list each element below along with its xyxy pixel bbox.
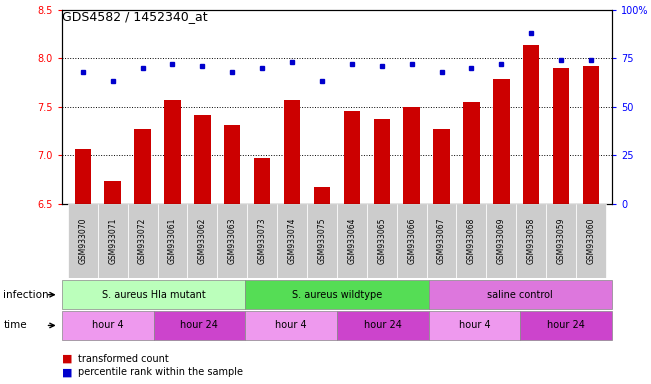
Text: ■: ■ [62, 354, 76, 364]
Text: ■: ■ [62, 367, 76, 377]
Bar [247, 204, 277, 278]
Text: GSM933072: GSM933072 [138, 218, 147, 264]
Text: time: time [3, 320, 27, 331]
Text: GSM933073: GSM933073 [258, 218, 267, 264]
Text: transformed count: transformed count [78, 354, 169, 364]
Bar [493, 79, 510, 204]
Text: GSM933064: GSM933064 [348, 218, 356, 264]
Text: GSM933058: GSM933058 [527, 218, 536, 264]
Text: GSM933068: GSM933068 [467, 218, 476, 264]
Bar [523, 45, 540, 204]
Text: GSM933070: GSM933070 [78, 218, 87, 264]
Text: hour 24: hour 24 [547, 320, 585, 331]
Bar [217, 204, 247, 278]
Bar [164, 100, 181, 204]
Text: GSM933067: GSM933067 [437, 218, 446, 264]
Text: GSM933066: GSM933066 [407, 218, 416, 264]
Text: S. aureus wildtype: S. aureus wildtype [292, 290, 382, 300]
Bar [277, 204, 307, 278]
Bar [134, 129, 151, 204]
Bar [344, 111, 360, 204]
Text: GSM933062: GSM933062 [198, 218, 207, 264]
Text: saline control: saline control [488, 290, 553, 300]
Text: infection: infection [3, 290, 49, 300]
Bar [404, 107, 420, 204]
Text: S. aureus Hla mutant: S. aureus Hla mutant [102, 290, 206, 300]
Bar [254, 158, 270, 204]
Bar [224, 125, 240, 204]
Bar [546, 204, 576, 278]
Bar [486, 204, 516, 278]
Text: GSM933069: GSM933069 [497, 218, 506, 264]
Bar [553, 68, 570, 204]
Bar [314, 187, 330, 204]
Bar [426, 204, 456, 278]
Bar [104, 181, 121, 204]
Text: hour 4: hour 4 [458, 320, 490, 331]
Bar [576, 204, 606, 278]
Text: GSM933063: GSM933063 [228, 218, 237, 264]
Bar [307, 204, 337, 278]
Text: GSM933059: GSM933059 [557, 218, 566, 264]
Text: GSM933071: GSM933071 [108, 218, 117, 264]
Bar [374, 119, 390, 204]
Text: hour 4: hour 4 [275, 320, 307, 331]
Bar [128, 204, 158, 278]
Text: GSM933061: GSM933061 [168, 218, 177, 264]
Bar [187, 204, 217, 278]
Bar [284, 100, 300, 204]
Bar [68, 204, 98, 278]
Bar [98, 204, 128, 278]
Bar [456, 204, 486, 278]
Text: hour 4: hour 4 [92, 320, 124, 331]
Bar [75, 149, 91, 204]
Bar [464, 102, 480, 204]
Bar [337, 204, 367, 278]
Text: GDS4582 / 1452340_at: GDS4582 / 1452340_at [62, 10, 208, 23]
Text: GSM933065: GSM933065 [377, 218, 386, 264]
Text: percentile rank within the sample: percentile rank within the sample [78, 367, 243, 377]
Bar [583, 66, 599, 204]
Text: hour 24: hour 24 [180, 320, 218, 331]
Bar [367, 204, 396, 278]
Bar [434, 129, 450, 204]
Bar [194, 115, 210, 204]
Text: GSM933075: GSM933075 [318, 218, 326, 264]
Bar [396, 204, 426, 278]
Text: hour 24: hour 24 [364, 320, 402, 331]
Bar [158, 204, 187, 278]
Bar [516, 204, 546, 278]
Text: GSM933074: GSM933074 [288, 218, 297, 264]
Text: GSM933060: GSM933060 [587, 218, 596, 264]
